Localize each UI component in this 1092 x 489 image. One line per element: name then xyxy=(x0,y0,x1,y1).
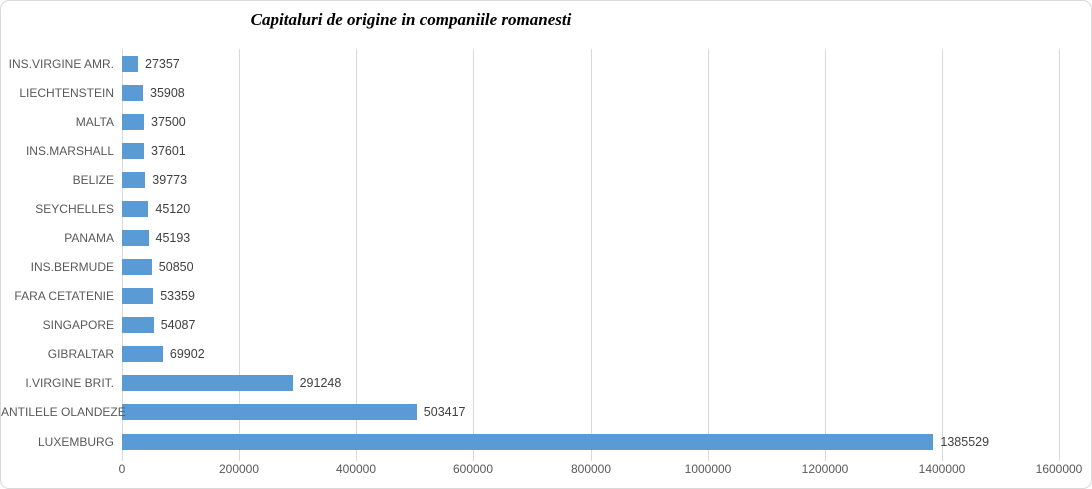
gridline xyxy=(239,49,240,456)
chart-title: Capitaluri de origine in companiile roma… xyxy=(250,10,572,29)
category-label: INS.VIRGINE AMR. xyxy=(8,56,114,71)
category-label: LUXEMBURG xyxy=(37,434,114,449)
value-label: 27357 xyxy=(145,56,180,71)
bar-ins-marshall xyxy=(122,142,144,159)
gridline xyxy=(591,49,592,456)
gridline xyxy=(356,49,357,456)
gridline xyxy=(1059,49,1060,456)
value-label: 35908 xyxy=(150,85,185,100)
category-label: ANTILELE OLANDEZE xyxy=(1,405,126,420)
bar-panama xyxy=(122,230,149,246)
bar-liechtenstein xyxy=(122,84,143,101)
value-label: 503417 xyxy=(423,405,466,420)
value-label: 39773 xyxy=(152,172,188,187)
value-label: 37601 xyxy=(151,143,186,158)
bar-malta xyxy=(122,113,144,130)
category-label: LIECHTENSTEIN xyxy=(19,85,114,100)
category-label: INS.BERMUDE xyxy=(30,260,114,274)
bar-gibraltar xyxy=(122,346,163,363)
gridline xyxy=(825,49,826,456)
bar-i-virgine-brit xyxy=(122,375,293,392)
x-axis-tick-mark xyxy=(708,456,709,461)
value-label: 53359 xyxy=(160,289,195,304)
category-label: GIBRALTAR xyxy=(47,347,114,362)
value-label: 45193 xyxy=(155,231,191,245)
bar-ins-bermude xyxy=(122,259,152,275)
category-label: BELIZE xyxy=(72,172,114,187)
x-axis-tick-mark xyxy=(122,456,123,461)
value-label: 50850 xyxy=(158,260,194,274)
plot-area: 27357 35908 37500 37601 39773 45120 45193 50850… xyxy=(122,49,1060,461)
x-axis-tick-mark xyxy=(825,456,826,461)
category-label: FARA CETATENIE xyxy=(14,289,114,304)
x-axis-tick-mark xyxy=(356,456,357,461)
bar-ins-virgine-amr xyxy=(122,55,138,72)
value-label: 54087 xyxy=(160,318,196,333)
bar-belize xyxy=(122,171,146,188)
bar-antilele-olandeze xyxy=(122,404,417,421)
gridline xyxy=(708,49,709,456)
x-axis-tick-mark xyxy=(942,456,943,461)
x-axis-tick-mark xyxy=(1059,456,1060,461)
value-label: 1385529 xyxy=(940,434,990,449)
x-axis-tick-label: 1600000 xyxy=(1035,462,1083,476)
category-label: INS.MARSHALL xyxy=(25,143,114,158)
category-label: PANAMA xyxy=(64,231,114,245)
bar-luxemburg xyxy=(122,433,934,450)
x-axis-tick-label: 800000 xyxy=(570,462,612,476)
x-axis-tick-label: 600000 xyxy=(452,462,494,476)
x-axis-tick-label: 1000000 xyxy=(684,462,732,476)
bar-fara-cetatenie xyxy=(122,288,154,305)
bar-seychelles xyxy=(122,200,149,217)
category-label: SINGAPORE xyxy=(42,318,114,333)
x-axis-tick-label: 200000 xyxy=(218,462,260,476)
value-label: 37500 xyxy=(151,114,186,129)
x-axis-tick-label: 1400000 xyxy=(918,462,966,476)
x-axis-tick-label: 400000 xyxy=(335,462,377,476)
gridline xyxy=(473,49,474,456)
category-label: MALTA xyxy=(75,114,114,129)
x-axis-tick-mark xyxy=(239,456,240,461)
gridline xyxy=(942,49,943,456)
x-axis-tick-mark xyxy=(591,456,592,461)
value-label: 291248 xyxy=(299,376,342,391)
x-axis-tick-label: 0 xyxy=(118,462,126,476)
x-axis-tick-label: 1200000 xyxy=(801,462,849,476)
category-label: SEYCHELLES xyxy=(35,201,114,216)
value-label: 69902 xyxy=(169,347,205,362)
category-label: I.VIRGINE BRIT. xyxy=(25,376,114,391)
value-label: 45120 xyxy=(155,201,191,216)
bar-singapore xyxy=(122,317,154,334)
x-axis-tick-mark xyxy=(473,456,474,461)
y-axis-line xyxy=(122,49,123,456)
